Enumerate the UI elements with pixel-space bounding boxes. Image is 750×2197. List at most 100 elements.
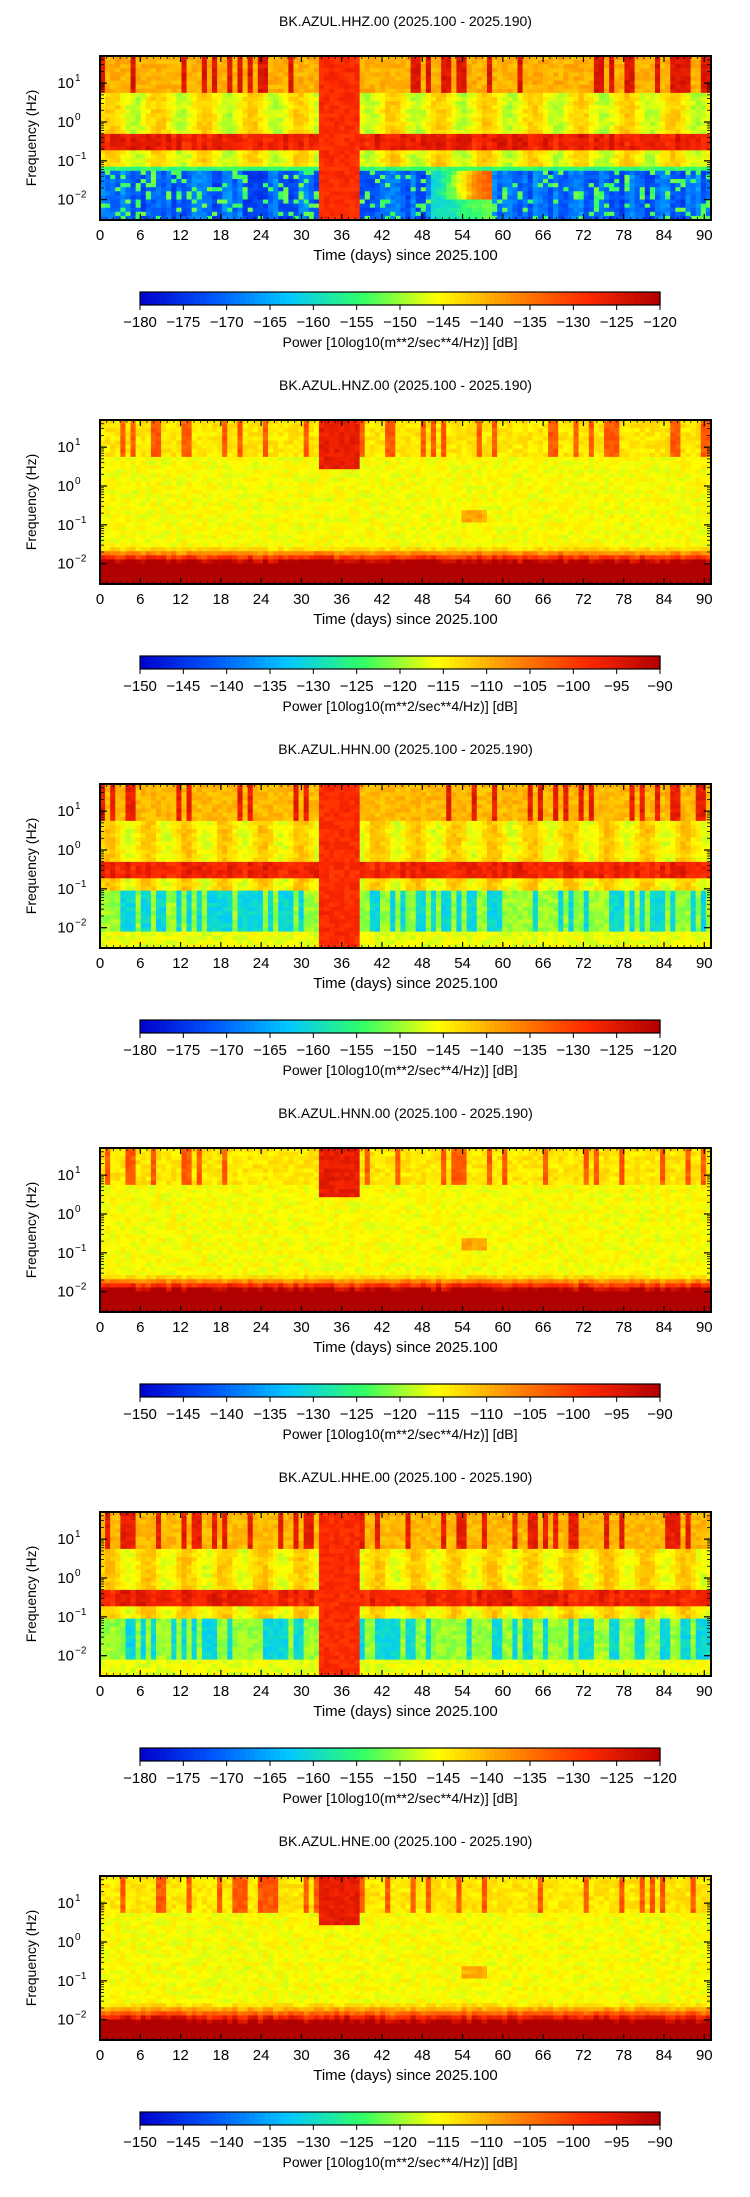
heatmap-cell — [365, 68, 371, 73]
heatmap-cell — [630, 85, 636, 90]
heatmap-cell — [670, 93, 676, 98]
heatmap-cell — [645, 72, 651, 77]
heatmap-cell — [125, 138, 131, 143]
heatmap-cell — [589, 163, 595, 168]
heatmap-cell — [192, 183, 198, 188]
heatmap-cell — [278, 134, 284, 139]
heatmap-cell — [355, 85, 361, 90]
heatmap-cell — [518, 85, 524, 90]
heatmap-cell — [441, 72, 447, 77]
heatmap-cell — [426, 118, 432, 123]
heatmap-cell — [273, 134, 279, 139]
heatmap-cell — [141, 122, 147, 127]
heatmap-cell — [324, 171, 330, 176]
heatmap-cell — [355, 130, 361, 135]
heatmap-cell — [650, 118, 656, 123]
heatmap-cell — [477, 175, 483, 180]
heatmap-cell — [609, 146, 615, 151]
heatmap-cell — [548, 64, 554, 69]
heatmap-cell — [635, 154, 641, 159]
heatmap-cell — [456, 138, 462, 143]
heatmap-cell — [701, 204, 707, 209]
heatmap-cell — [131, 183, 137, 188]
heatmap-cell — [487, 134, 493, 139]
heatmap-cell — [197, 146, 203, 151]
heatmap-cell — [584, 60, 590, 65]
heatmap-cell — [207, 77, 213, 82]
heatmap-cell — [334, 85, 340, 90]
heatmap-cell — [462, 134, 468, 139]
heatmap-cell — [696, 142, 702, 147]
heatmap-cell — [237, 212, 243, 217]
heatmap-cell — [579, 93, 585, 98]
heatmap-cell — [390, 159, 396, 164]
heatmap-cell — [395, 134, 401, 139]
heatmap-cell — [553, 122, 559, 127]
heatmap-cell — [141, 142, 147, 147]
heatmap-cell — [395, 200, 401, 205]
heatmap-cell — [329, 146, 335, 151]
heatmap-cell — [227, 134, 233, 139]
heatmap-cell — [467, 191, 473, 196]
heatmap-cell — [258, 68, 264, 73]
heatmap-cell — [426, 81, 432, 86]
heatmap-cell — [584, 212, 590, 217]
heatmap-cell — [507, 154, 513, 159]
heatmap-cell — [518, 118, 524, 123]
heatmap-cell — [181, 175, 187, 180]
heatmap-cell — [222, 163, 228, 168]
heatmap-cell — [360, 138, 366, 143]
heatmap-cell — [253, 105, 259, 110]
heatmap-cell — [650, 64, 656, 69]
heatmap-cell — [477, 77, 483, 82]
heatmap-cell — [675, 81, 681, 86]
heatmap-cell — [309, 200, 315, 205]
heatmap-cell — [370, 105, 376, 110]
heatmap-cell — [309, 208, 315, 213]
heatmap-cell — [299, 146, 305, 151]
heatmap-cell — [385, 191, 391, 196]
heatmap-cell — [304, 167, 310, 172]
x-tick-label: 78 — [615, 227, 632, 244]
heatmap-cell — [680, 187, 686, 192]
heatmap-cell — [599, 60, 605, 65]
heatmap-cell — [115, 113, 121, 118]
heatmap-cell — [619, 68, 625, 73]
heatmap-cell — [202, 204, 208, 209]
heatmap-cell — [553, 187, 559, 192]
heatmap-cell — [568, 183, 574, 188]
heatmap-cell — [161, 97, 167, 102]
heatmap-cell — [227, 68, 233, 73]
heatmap-cell — [482, 97, 488, 102]
heatmap-cell — [640, 97, 646, 102]
heatmap-cell — [329, 150, 335, 155]
heatmap-cell — [136, 101, 142, 106]
heatmap-cell — [176, 118, 182, 123]
heatmap-cell — [156, 77, 162, 82]
heatmap-cell — [640, 105, 646, 110]
heatmap-cell — [441, 97, 447, 102]
heatmap-cell — [523, 134, 529, 139]
heatmap-cell — [355, 150, 361, 155]
heatmap-cell — [283, 200, 289, 205]
x-tick-label: 90 — [696, 227, 713, 244]
heatmap-cell — [105, 183, 111, 188]
heatmap-cell — [416, 105, 422, 110]
heatmap-cell — [467, 195, 473, 200]
heatmap-cell — [136, 68, 142, 73]
heatmap-cell — [502, 118, 508, 123]
heatmap-cell — [253, 159, 259, 164]
heatmap-cell — [212, 68, 218, 73]
heatmap-cell — [110, 204, 116, 209]
heatmap-cell — [502, 208, 508, 213]
heatmap-cell — [477, 183, 483, 188]
heatmap-cell — [355, 105, 361, 110]
heatmap-cell — [166, 150, 172, 155]
heatmap-cell — [660, 122, 666, 127]
heatmap-cell — [660, 154, 666, 159]
heatmap-cell — [349, 150, 355, 155]
heatmap-cell — [355, 179, 361, 184]
heatmap-cell — [334, 77, 340, 82]
heatmap-cell — [446, 212, 452, 217]
heatmap-cell — [161, 85, 167, 90]
